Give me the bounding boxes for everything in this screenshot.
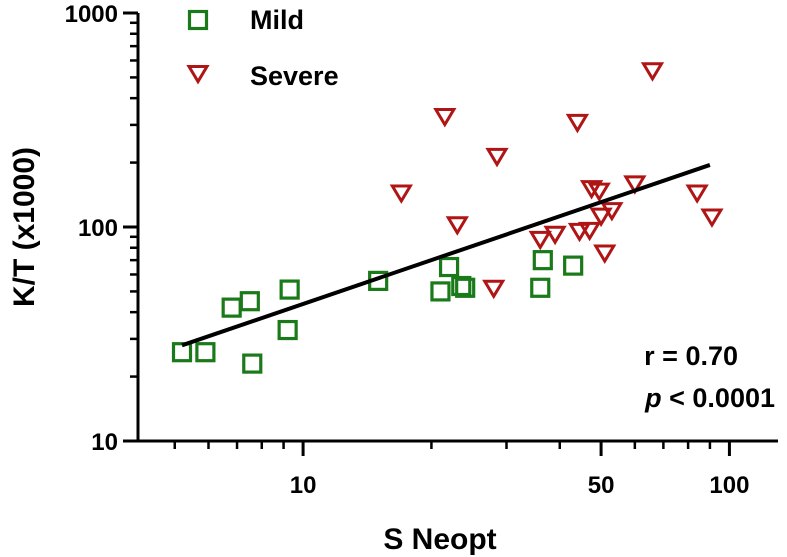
severe-point bbox=[485, 147, 509, 168]
mild-point bbox=[438, 256, 460, 278]
legend-item-severe: Severe bbox=[186, 61, 339, 91]
mild-point bbox=[532, 250, 553, 271]
y-tick-label-10: 10 bbox=[91, 429, 118, 456]
severe-point bbox=[623, 175, 647, 195]
y-ticks: 10 100 1000 bbox=[65, 1, 138, 456]
x-axis-title: S Neopt bbox=[383, 523, 496, 556]
severe-point bbox=[640, 62, 665, 82]
series-severe bbox=[389, 62, 724, 300]
x-ticks: 10 50 100 bbox=[173, 441, 749, 499]
p-value-text: p < 0.0001 bbox=[644, 383, 775, 413]
mild-point bbox=[451, 275, 472, 297]
correlation-annotation: r = 0.70 p < 0.0001 bbox=[644, 341, 775, 413]
legend-mild-label: Mild bbox=[250, 5, 304, 35]
mild-point bbox=[563, 255, 584, 276]
severe-point bbox=[577, 221, 602, 242]
data-points bbox=[171, 62, 724, 374]
regression-line bbox=[181, 163, 711, 348]
x-tick-label-50: 50 bbox=[588, 472, 615, 499]
mild-point bbox=[242, 353, 263, 374]
r-value-text: r = 0.70 bbox=[644, 341, 738, 371]
x-tick-label-100: 100 bbox=[709, 472, 749, 499]
x-tick-label-10: 10 bbox=[290, 472, 317, 499]
legend-severe-marker bbox=[186, 65, 210, 85]
axes: 10 100 1000 10 50 100 bbox=[65, 1, 778, 499]
legend-severe-triangle bbox=[186, 65, 210, 85]
severe-point bbox=[482, 279, 506, 300]
y-tick-label-1000: 1000 bbox=[65, 1, 118, 28]
mild-point bbox=[195, 342, 216, 363]
mild-point bbox=[221, 297, 242, 318]
mild-point bbox=[455, 277, 476, 298]
y-tick-label-100: 100 bbox=[78, 215, 118, 242]
severe-point bbox=[389, 184, 413, 204]
y-axis-title: K/T (x1000) bbox=[8, 147, 41, 307]
severe-point bbox=[543, 225, 567, 246]
mild-point bbox=[277, 319, 298, 341]
mild-point bbox=[171, 342, 193, 363]
legend-severe-label: Severe bbox=[250, 61, 339, 91]
severe-point bbox=[565, 113, 590, 134]
severe-point bbox=[589, 207, 613, 228]
legend-mild-square bbox=[187, 9, 209, 31]
severe-point bbox=[433, 108, 457, 128]
p-symbol: p bbox=[644, 383, 662, 413]
severe-point bbox=[587, 182, 611, 203]
mild-point bbox=[279, 279, 300, 300]
severe-point bbox=[685, 184, 709, 204]
legend-item-mild: Mild bbox=[187, 5, 304, 35]
p-value: < 0.0001 bbox=[662, 383, 775, 413]
mild-point bbox=[430, 281, 451, 302]
series-mild bbox=[171, 250, 584, 374]
mild-point bbox=[239, 291, 260, 312]
legend-mild-marker bbox=[187, 9, 209, 31]
mild-point bbox=[530, 277, 551, 298]
severe-point bbox=[700, 208, 724, 228]
severe-point bbox=[445, 216, 469, 236]
severe-point bbox=[600, 202, 624, 222]
fit-line-group bbox=[181, 163, 711, 348]
severe-point bbox=[579, 180, 604, 200]
severe-point bbox=[593, 244, 617, 264]
severe-point bbox=[528, 230, 552, 251]
legend: Mild Severe bbox=[186, 5, 339, 91]
